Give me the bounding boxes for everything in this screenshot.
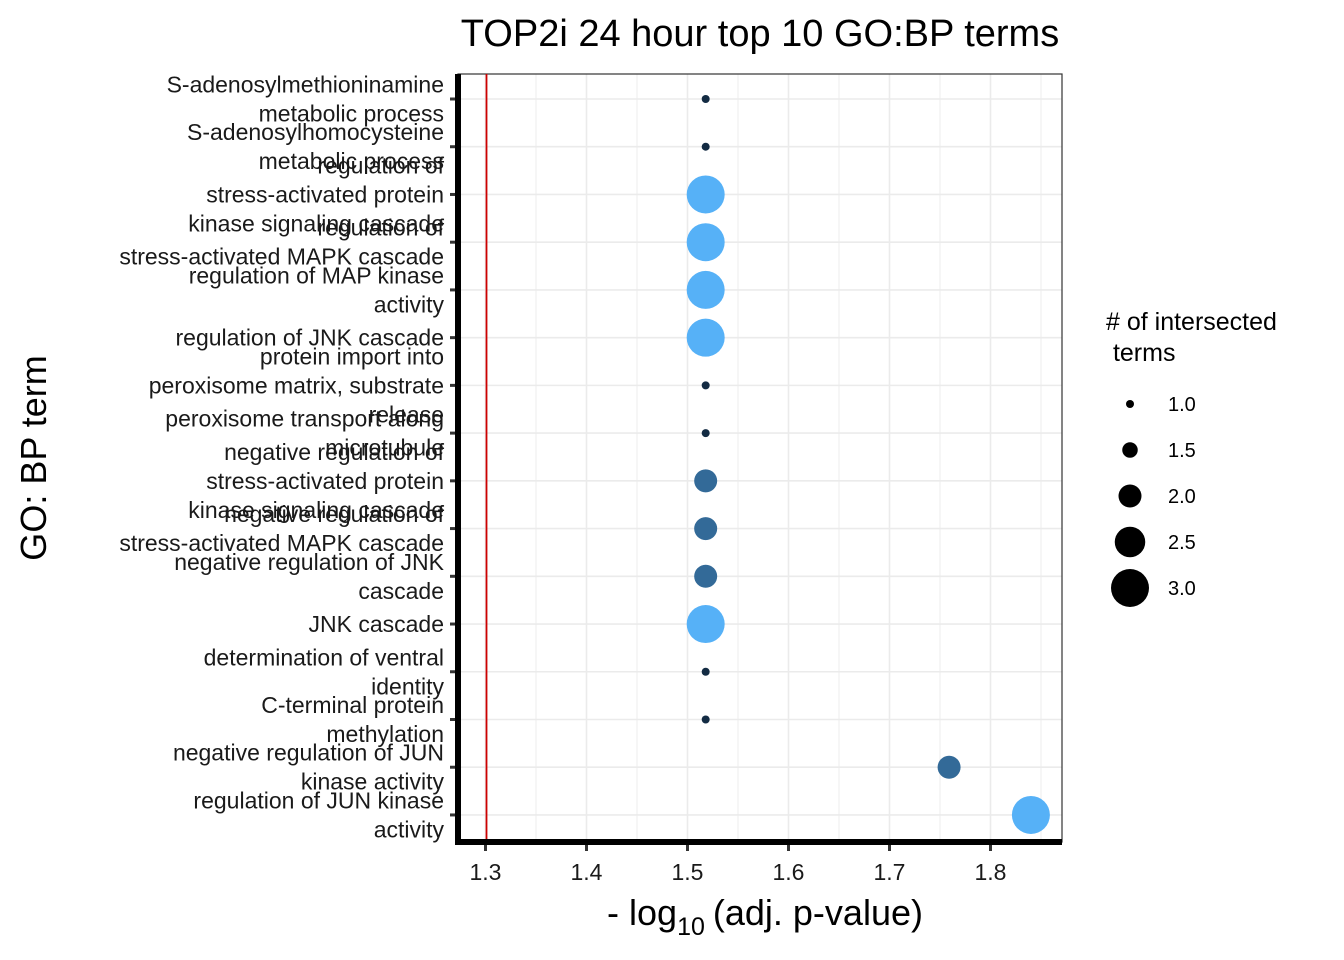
y-tick-label-line: C-terminal protein [261, 692, 444, 718]
legend-key [1114, 526, 1146, 558]
x-tick-label: 1.7 [874, 859, 906, 885]
y-tick-label-line: peroxisome matrix, substrate [149, 372, 444, 398]
data-point [686, 605, 725, 644]
x-axis-title: - log10 (adj. p-value) [607, 892, 923, 941]
x-tick-label: 1.6 [773, 859, 805, 885]
y-tick-label: regulation of stress-activated protein kin… [188, 152, 444, 236]
y-tick-label: negative regulation of JUN kinase activit… [173, 740, 445, 795]
x-tick-label: 1.3 [470, 859, 502, 885]
legend-key [1118, 484, 1142, 508]
y-tick-label-line: stress-activated MAPK cascade [119, 530, 444, 556]
y-tick-label-line: cascade [358, 578, 444, 604]
y-tick-label: S-adenosylmethioninamine metabolic proces… [167, 72, 444, 127]
data-point [701, 429, 710, 438]
legend-title: # of intersected terms [1106, 308, 1277, 367]
y-tick-label-line: activity [374, 291, 445, 317]
y-tick-label: S-adenosylhomocysteine metabolic process [187, 119, 444, 174]
y-tick-label: negative regulation of JNK cascade [174, 549, 444, 604]
y-tick-label-line: negative regulation of JNK [174, 549, 444, 575]
legend-key [1111, 569, 1149, 607]
y-tick-label-line: regulation of MAP kinase [189, 262, 444, 288]
data-point [1011, 795, 1050, 834]
y-tick-label-line: kinase activity [301, 769, 445, 795]
legend-label: 1.0 [1168, 394, 1196, 416]
legend-title-line: terms [1106, 339, 1175, 367]
grid-lines [457, 73, 1063, 843]
data-point [937, 755, 961, 779]
y-tick-label-line: stress-activated protein [206, 468, 444, 494]
x-axis-title-suffix: (adj. p-value) [713, 892, 923, 933]
data-point [686, 270, 725, 309]
y-tick-label-line: peroxisome transport along [165, 406, 444, 432]
data-point [686, 175, 725, 214]
y-tick-label: regulation of JNK cascade [176, 325, 445, 351]
chart-title: TOP2i 24 hour top 10 GO:BP terms [461, 13, 1059, 55]
axes [455, 74, 1062, 845]
y-tick-label-line: release [369, 401, 444, 427]
y-tick-label-line: protein import into [260, 343, 444, 369]
legend-key [1126, 400, 1134, 408]
y-tick-label-line: JNK cascade [308, 611, 444, 637]
data-point [694, 564, 718, 588]
y-tick-label-line: negative regulation of [224, 501, 445, 527]
data-point [686, 223, 725, 262]
y-tick-label-line: S-adenosylmethioninamine [167, 72, 444, 98]
y-tick-label-line: regulation of [317, 215, 444, 241]
legend-label: 1.5 [1168, 440, 1196, 462]
legend-label: 2.5 [1168, 532, 1196, 554]
data-points [686, 95, 1050, 834]
data-point [686, 318, 725, 357]
y-tick-label-line: S-adenosylhomocysteine [187, 119, 444, 145]
data-point [701, 667, 710, 676]
y-tick-label-line: metabolic process [259, 101, 444, 127]
x-tick-label: 1.5 [672, 859, 704, 885]
legend-key [1122, 442, 1138, 458]
y-tick-label-line: regulation of JUN kinase [193, 787, 444, 813]
y-tick-label-line: methylation [326, 721, 444, 747]
x-tick-label: 1.8 [975, 859, 1007, 885]
y-tick-label-line: activity [374, 816, 445, 842]
y-tick-label: determination of ventral identity [204, 644, 445, 699]
y-tick-label-line: negative regulation of [224, 439, 445, 465]
y-tick-label-line: metabolic process [259, 148, 444, 174]
data-point [694, 469, 718, 493]
data-point [701, 715, 710, 724]
data-point [701, 95, 710, 103]
x-tick-label: 1.4 [571, 859, 603, 885]
y-tick-label: negative regulation of stress-activated M… [119, 501, 444, 556]
y-tick-label: peroxisome transport along microtubule [165, 406, 444, 461]
y-tick-label: JNK cascade [308, 611, 444, 637]
y-tick-label-line: kinase signaling cascade [188, 210, 444, 236]
y-tick-label-line: kinase signaling cascade [188, 497, 444, 523]
data-point [701, 142, 710, 151]
y-tick-label-line: stress-activated MAPK cascade [119, 244, 444, 270]
y-tick-labels: S-adenosylmethioninamine metabolic proces… [119, 72, 455, 842]
data-point [701, 381, 710, 390]
y-tick-label-line: determination of ventral [204, 644, 444, 670]
y-tick-label-line: microtubule [325, 435, 444, 461]
y-tick-label: C-terminal protein methylation [261, 692, 444, 747]
data-point [694, 517, 718, 541]
y-tick-label: regulation of JUN kinase activity [193, 787, 444, 842]
legend-label: 2.0 [1168, 486, 1196, 508]
y-tick-label-line: negative regulation of JUN [173, 740, 444, 766]
panel-border [457, 73, 1063, 843]
x-axis-title-prefix: - log [607, 892, 677, 933]
y-tick-label-line: regulation of [317, 152, 444, 178]
y-axis-title: GO: BP term [13, 355, 54, 560]
legend-title-line: # of intersected [1106, 308, 1277, 336]
y-tick-label: negative regulation of stress-activated p… [188, 439, 444, 523]
y-tick-label-line: identity [371, 673, 444, 699]
y-tick-label: regulation of MAP kinase activity [189, 262, 445, 317]
x-tick-labels: 1.3 1.4 1.5 1.6 1.7 1.8 [470, 845, 1007, 885]
y-tick-label: protein import into peroxisome matrix, su… [149, 343, 444, 427]
x-axis-title-subscript: 10 [677, 913, 705, 941]
y-tick-label-line: stress-activated protein [206, 181, 444, 207]
y-tick-label: regulation of stress-activated MAPK casca… [119, 215, 444, 270]
legend-label: 3.0 [1168, 578, 1196, 600]
y-tick-label-line: regulation of JNK cascade [176, 325, 445, 351]
legend: # of intersected terms 1.0 1.5 2.0 2.5 3.0 [1106, 308, 1277, 607]
